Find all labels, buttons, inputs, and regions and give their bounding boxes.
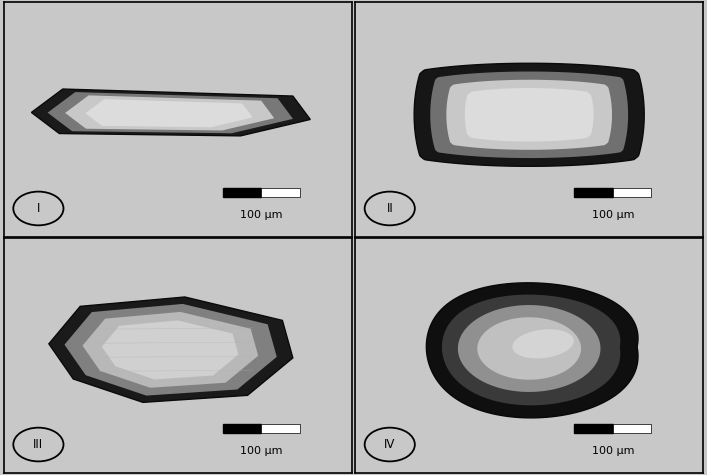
Bar: [223, 188, 262, 197]
Bar: [223, 424, 262, 433]
Bar: [262, 424, 300, 433]
Bar: [262, 188, 300, 197]
Polygon shape: [477, 317, 581, 380]
Text: III: III: [33, 438, 43, 451]
Polygon shape: [414, 63, 644, 166]
Polygon shape: [65, 95, 274, 131]
Polygon shape: [464, 88, 594, 142]
Ellipse shape: [513, 329, 574, 359]
Text: 100 μm: 100 μm: [592, 209, 634, 219]
Polygon shape: [426, 283, 638, 418]
Bar: [575, 424, 613, 433]
Polygon shape: [431, 72, 628, 158]
Polygon shape: [458, 305, 600, 392]
Polygon shape: [442, 294, 620, 405]
Polygon shape: [83, 312, 258, 388]
Polygon shape: [446, 80, 612, 150]
Polygon shape: [47, 92, 293, 133]
Polygon shape: [102, 321, 238, 380]
Bar: [575, 188, 613, 197]
Polygon shape: [49, 297, 293, 402]
Text: I: I: [37, 202, 40, 215]
Text: II: II: [387, 202, 393, 215]
Bar: [613, 424, 651, 433]
Text: 100 μm: 100 μm: [592, 446, 634, 456]
Polygon shape: [31, 89, 310, 136]
Text: IV: IV: [384, 438, 395, 451]
Text: 100 μm: 100 μm: [240, 446, 283, 456]
Text: 100 μm: 100 μm: [240, 209, 283, 219]
Bar: [613, 188, 651, 197]
Polygon shape: [86, 99, 252, 127]
Polygon shape: [64, 304, 276, 396]
